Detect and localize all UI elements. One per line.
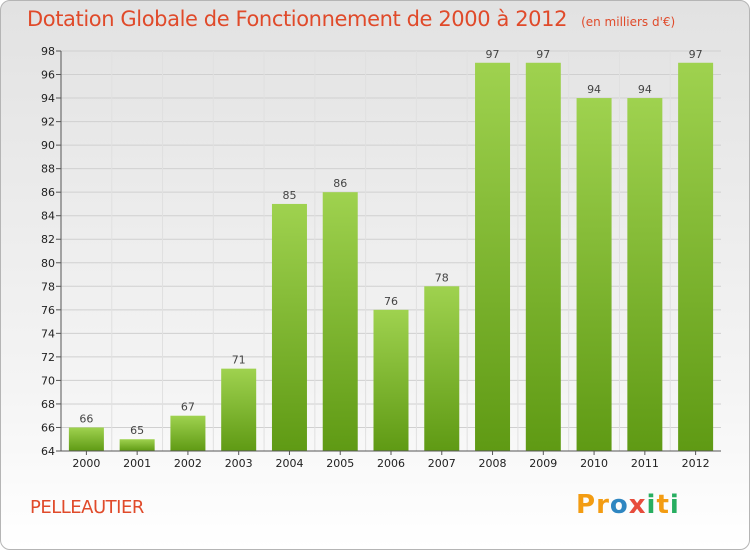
bar: [170, 415, 206, 451]
y-tick-label: 84: [41, 210, 55, 223]
y-tick-label: 70: [41, 374, 55, 387]
chart-title-text: Dotation Globale de Fonctionnement de 20…: [27, 7, 568, 31]
proxiti-logo[interactable]: Proxiti: [576, 490, 680, 520]
y-tick-label: 72: [41, 351, 55, 364]
x-tick-label: 2011: [631, 457, 659, 470]
y-tick-label: 64: [41, 445, 55, 458]
logo-letter: t: [656, 490, 670, 520]
x-tick-label: 2009: [529, 457, 557, 470]
y-tick-label: 86: [41, 186, 55, 199]
logo-letter: i: [646, 490, 657, 520]
x-tick-label: 2008: [479, 457, 507, 470]
logo-letter: i: [669, 490, 680, 520]
bar: [68, 427, 104, 451]
bar-value-label: 97: [536, 48, 550, 61]
bar-value-label: 94: [638, 83, 652, 96]
bar-value-label: 66: [79, 412, 93, 425]
bar-value-label: 65: [130, 424, 144, 437]
x-tick-label: 2012: [682, 457, 710, 470]
logo-letter: r: [596, 490, 610, 520]
bar-value-label: 67: [181, 401, 195, 414]
y-tick-label: 68: [41, 398, 55, 411]
bar: [678, 62, 714, 451]
x-tick-label: 2000: [72, 457, 100, 470]
bar: [576, 98, 612, 451]
bar-value-label: 97: [486, 48, 500, 61]
commune-name: PELLEAUTIER: [30, 497, 144, 518]
y-tick-label: 98: [41, 45, 55, 58]
bar: [271, 203, 307, 451]
bar: [475, 62, 511, 451]
bar-value-label: 85: [282, 189, 296, 202]
y-tick-label: 82: [41, 233, 55, 246]
x-tick-label: 2003: [225, 457, 253, 470]
y-tick-label: 94: [41, 92, 55, 105]
bar-value-label: 86: [333, 177, 347, 190]
bar: [221, 368, 257, 451]
y-tick-label: 66: [41, 421, 55, 434]
chart-title: Dotation Globale de Fonctionnement de 20…: [27, 7, 675, 31]
y-tick-label: 90: [41, 139, 55, 152]
x-tick-label: 2001: [123, 457, 151, 470]
chart-subtitle: (en milliers d'€): [581, 15, 676, 29]
bar: [119, 439, 155, 451]
x-tick-label: 2010: [580, 457, 608, 470]
x-tick-label: 2002: [174, 457, 202, 470]
x-tick-label: 2004: [275, 457, 303, 470]
logo-letter: x: [628, 490, 647, 520]
x-tick-label: 2007: [428, 457, 456, 470]
logo-letter: P: [576, 490, 597, 520]
bar-value-label: 71: [232, 354, 246, 367]
bar-value-label: 76: [384, 295, 398, 308]
logo-letter: o: [609, 490, 629, 520]
y-tick-label: 96: [41, 69, 55, 82]
y-tick-label: 80: [41, 257, 55, 270]
bar: [627, 98, 663, 451]
bar: [322, 192, 358, 452]
y-tick-label: 74: [41, 327, 55, 340]
y-tick-label: 76: [41, 304, 55, 317]
bar: [525, 62, 561, 451]
x-tick-label: 2005: [326, 457, 354, 470]
y-tick-label: 88: [41, 163, 55, 176]
x-tick-label: 2006: [377, 457, 405, 470]
bar-value-label: 97: [689, 48, 703, 61]
bar: [373, 309, 409, 451]
bar-value-label: 78: [435, 271, 449, 284]
bar: [424, 286, 460, 451]
y-tick-label: 78: [41, 280, 55, 293]
y-tick-label: 92: [41, 116, 55, 129]
bar-value-label: 94: [587, 83, 601, 96]
